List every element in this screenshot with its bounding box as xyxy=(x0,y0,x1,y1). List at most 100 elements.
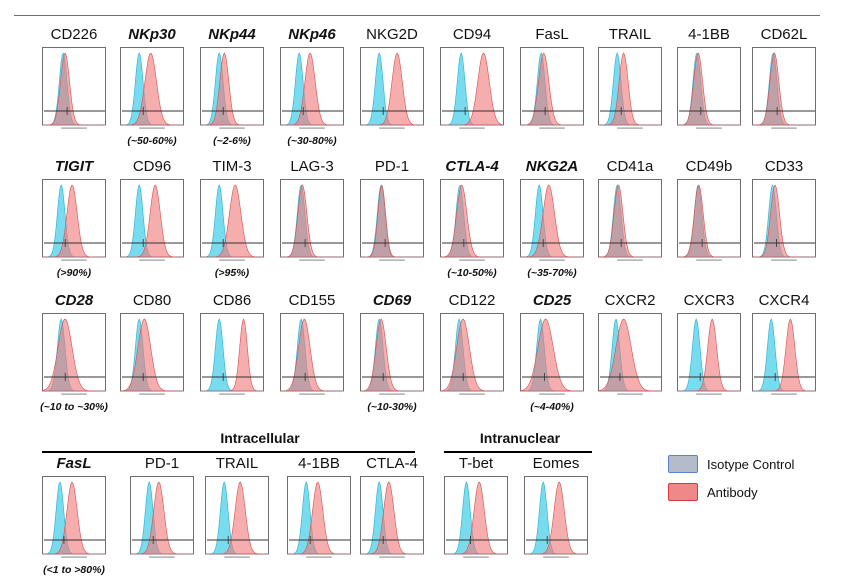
histogram-plot xyxy=(677,47,741,129)
x-axis-caption xyxy=(61,259,87,261)
antibody-histogram xyxy=(280,184,344,258)
marker-label: CD33 xyxy=(764,158,804,175)
percentage-annotation: (~2-6%) xyxy=(213,135,251,147)
isotype-histogram xyxy=(200,318,264,392)
marker-label: CD226 xyxy=(50,26,98,43)
isotype-histogram xyxy=(360,318,424,392)
x-axis-caption xyxy=(617,259,643,261)
x-axis-caption xyxy=(219,127,245,129)
marker-label: TRAIL xyxy=(215,455,259,472)
top-divider xyxy=(14,15,820,16)
antibody-histogram xyxy=(130,481,194,555)
percentage-annotation: (~50-60%) xyxy=(127,135,177,147)
histogram-plot xyxy=(440,313,504,395)
x-axis-caption xyxy=(299,393,325,395)
x-axis-caption xyxy=(219,259,245,261)
plot-frame xyxy=(752,47,816,126)
percentage-annotation: (<1 to >80%) xyxy=(43,564,105,576)
histogram-plot xyxy=(360,179,424,261)
antibody-histogram xyxy=(677,184,741,258)
histogram-plot xyxy=(520,313,584,395)
isotype-histogram xyxy=(677,52,741,126)
histogram-plot xyxy=(120,47,184,129)
histogram-plot xyxy=(280,179,344,261)
x-axis-caption xyxy=(539,259,565,261)
antibody-histogram xyxy=(440,318,504,392)
plot-frame xyxy=(752,179,816,258)
marker-label: CD62L xyxy=(760,26,808,43)
antibody-histogram xyxy=(598,184,662,258)
antibody-histogram xyxy=(287,481,351,555)
plot-frame xyxy=(598,179,662,258)
antibody-histogram xyxy=(444,481,508,555)
x-axis-caption xyxy=(539,393,565,395)
marker-label: TIGIT xyxy=(54,158,94,175)
marker-label: 4-1BB xyxy=(688,26,730,43)
isotype-histogram xyxy=(677,184,741,258)
marker-label: T-bet xyxy=(458,455,494,472)
antibody-histogram xyxy=(677,318,741,392)
marker-label: CXCR2 xyxy=(604,292,656,309)
isotype-swatch xyxy=(668,455,698,473)
marker-label: CXCR3 xyxy=(683,292,735,309)
percentage-annotation: (~10 to ~30%) xyxy=(40,401,108,413)
antibody-histogram xyxy=(360,318,424,392)
x-axis-caption xyxy=(219,393,245,395)
antibody-histogram xyxy=(205,481,269,555)
antibody-histogram xyxy=(120,184,184,258)
percentage-annotation: (~30-80%) xyxy=(287,135,337,147)
antibody-histogram xyxy=(440,52,504,126)
legend-isotype: Isotype Control xyxy=(668,454,794,474)
x-axis-caption xyxy=(379,259,405,261)
antibody-histogram xyxy=(752,184,816,258)
x-axis-caption xyxy=(459,127,485,129)
isotype-histogram xyxy=(280,184,344,258)
intracellular-title: Intracellular xyxy=(220,430,300,446)
histogram-plot xyxy=(598,313,662,395)
marker-label: CTLA-4 xyxy=(366,455,418,472)
marker-label: FasL xyxy=(535,26,569,43)
histogram-plot xyxy=(752,47,816,129)
antibody-histogram xyxy=(200,52,264,126)
antibody-histogram xyxy=(42,52,106,126)
x-axis-caption xyxy=(299,259,325,261)
marker-label: CD96 xyxy=(132,158,172,175)
histogram-plot xyxy=(752,179,816,261)
x-axis-caption xyxy=(149,556,175,558)
x-axis-caption xyxy=(379,127,405,129)
x-axis-caption xyxy=(306,556,332,558)
histogram-plot xyxy=(280,313,344,395)
marker-label: NKG2A xyxy=(525,158,579,175)
histogram-plot xyxy=(677,179,741,261)
marker-label: LAG-3 xyxy=(290,158,334,175)
isotype-histogram xyxy=(598,184,662,258)
antibody-histogram xyxy=(520,318,584,392)
marker-label: CD122 xyxy=(448,292,496,309)
plot-frame xyxy=(42,47,106,126)
percentage-annotation: (~4-40%) xyxy=(530,401,574,413)
intranuclear-rule xyxy=(444,451,592,453)
histogram-plot xyxy=(520,47,584,129)
histogram-plot xyxy=(200,313,264,395)
antibody-swatch xyxy=(668,483,698,501)
x-axis-caption xyxy=(224,556,250,558)
antibody-histogram xyxy=(440,184,504,258)
plot-frame xyxy=(200,313,264,392)
antibody-histogram xyxy=(598,52,662,126)
marker-label: NKG2D xyxy=(366,26,418,43)
marker-label: PD-1 xyxy=(144,455,180,472)
histogram-plot xyxy=(200,47,264,129)
histogram-plot xyxy=(598,47,662,129)
antibody-histogram xyxy=(520,184,584,258)
antibody-histogram xyxy=(360,481,424,555)
histogram-plot xyxy=(520,179,584,261)
marker-label: Eomes xyxy=(532,455,580,472)
marker-label: CD94 xyxy=(452,26,492,43)
histogram-plot xyxy=(130,476,194,558)
marker-label: TRAIL xyxy=(608,26,652,43)
x-axis-caption xyxy=(617,127,643,129)
histogram-plot xyxy=(200,179,264,261)
histogram-plot xyxy=(440,179,504,261)
intracellular-rule xyxy=(42,451,415,453)
antibody-histogram xyxy=(120,52,184,126)
